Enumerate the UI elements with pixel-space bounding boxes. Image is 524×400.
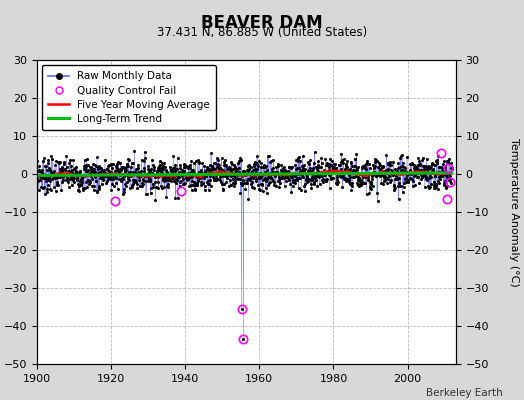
Text: BEAVER DAM: BEAVER DAM (201, 14, 323, 32)
Text: 37.431 N, 86.885 W (United States): 37.431 N, 86.885 W (United States) (157, 26, 367, 39)
Legend: Raw Monthly Data, Quality Control Fail, Five Year Moving Average, Long-Term Tren: Raw Monthly Data, Quality Control Fail, … (42, 65, 216, 130)
Text: Berkeley Earth: Berkeley Earth (427, 388, 503, 398)
Y-axis label: Temperature Anomaly (°C): Temperature Anomaly (°C) (509, 138, 519, 286)
